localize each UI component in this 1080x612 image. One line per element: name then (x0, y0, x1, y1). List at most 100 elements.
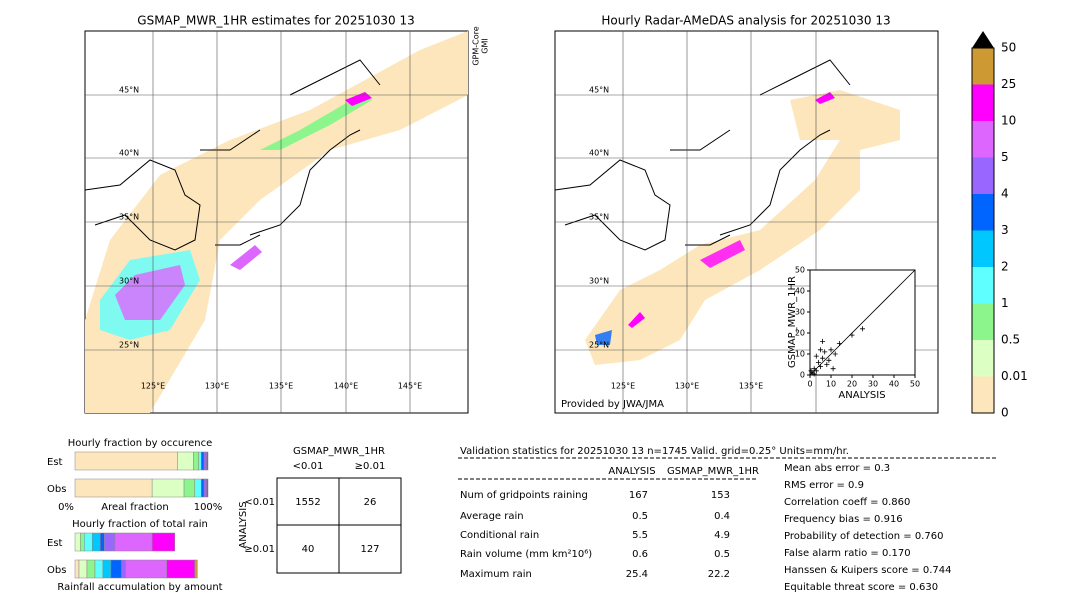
column-label: ≥0.01 (355, 461, 386, 472)
scatter-point (818, 364, 823, 370)
lon-label: 125°E (141, 382, 165, 391)
fraction-bar (86, 559, 96, 579)
stat-value: 0.5 (714, 549, 730, 560)
lon-label: 140°E (334, 382, 358, 391)
colorbar-label: 10 (1001, 114, 1016, 128)
colorbar-segment (972, 48, 994, 85)
scatter-point (809, 370, 815, 376)
map-title: GSMAP_MWR_1HR estimates for 20251030 13 (137, 14, 414, 28)
row-label: Obs (47, 565, 66, 576)
fraction-bar (206, 451, 209, 471)
fraction-bar (183, 478, 195, 498)
scatter-point (832, 351, 838, 357)
fraction-bar (194, 478, 202, 498)
right-map (554, 30, 939, 414)
colorbar-segment (972, 267, 994, 304)
score: Correlation coeff = 0.860 (784, 497, 910, 508)
x-axis-label: ANALYSIS (838, 390, 885, 401)
fraction-bar (74, 559, 80, 579)
colorbar-label: 50 (1001, 41, 1016, 55)
colorbar-segment (972, 157, 994, 194)
lon-label: 125°E (611, 382, 635, 391)
y-tick-label: 0 (800, 371, 805, 380)
stat-value: 167 (629, 490, 648, 501)
stat-value: 5.5 (632, 530, 648, 541)
fraction-bar (198, 451, 202, 471)
fraction-bar (201, 451, 205, 471)
scatter-point (813, 368, 819, 374)
row-label: <0.01 (244, 497, 275, 508)
lat-label: 25°N (119, 341, 139, 350)
table-cell: 26 (364, 497, 377, 508)
scatter-point (820, 355, 826, 361)
fraction-bar (80, 532, 85, 552)
lon-label: 130°E (675, 382, 699, 391)
fraction-bar (74, 532, 81, 552)
colorbar-label: 25 (1001, 77, 1016, 91)
map-title: Hourly Radar-AMeDAS analysis for 2025103… (601, 14, 890, 28)
scatter-point (822, 349, 828, 355)
score: Equitable threat score = 0.630 (784, 582, 938, 593)
scatter-point (824, 362, 830, 367)
column-label: ANALYSIS (608, 466, 655, 477)
x-tick-label: 30 (868, 380, 878, 389)
fraction-bar (193, 451, 199, 471)
column-label: <0.01 (293, 461, 324, 472)
table-cell: 127 (360, 544, 379, 555)
row-label: ≥0.01 (244, 544, 275, 555)
fraction-bar (100, 532, 105, 552)
lat-label: 40°N (589, 149, 609, 158)
colorbar-segment (972, 340, 994, 377)
y-tick-label: 40 (795, 287, 805, 296)
stat-value: 153 (711, 490, 730, 501)
lat-label: 45°N (589, 86, 609, 95)
colorbar-segment (972, 121, 994, 158)
fraction-bar (166, 559, 195, 579)
y-tick-label: 10 (795, 350, 805, 359)
fraction-bar (125, 559, 168, 579)
table-title: GSMAP_MWR_1HR (293, 446, 385, 457)
fraction-bar (203, 478, 207, 498)
y-tick-label: 50 (795, 266, 805, 275)
row-label: Est (47, 538, 63, 549)
stat-label: Conditional rain (460, 530, 539, 541)
stat-label: Rain volume (mm km²10⁶) (460, 549, 592, 560)
stat-value: 0.6 (632, 549, 648, 560)
lon-label: 130°E (205, 382, 229, 391)
fraction-bar (94, 559, 104, 579)
scatter-point (836, 341, 842, 346)
colorbar-label: 2 (1001, 260, 1009, 274)
lat-label: 30°N (119, 277, 139, 286)
scatter-point (811, 366, 817, 372)
colorbar-segment (972, 84, 994, 121)
row-label: Est (47, 457, 63, 468)
x-tick-label: 0 (807, 380, 812, 389)
scatter-point (811, 371, 817, 377)
panel-footer: Rainfall accumulation by amount (57, 582, 222, 593)
panel-title: Hourly fraction by occurence (68, 438, 212, 449)
colorbar-frame (971, 47, 995, 414)
stat-label: Average rain (460, 511, 524, 522)
lat-label: 35°N (119, 213, 139, 222)
stats-header: Validation statistics for 20251030 13 n=… (460, 446, 849, 457)
colorbar-segment (972, 303, 994, 340)
score: Frequency bias = 0.916 (784, 514, 903, 525)
lon-label: 135°E (269, 382, 293, 391)
stat-value: 0.4 (714, 511, 730, 522)
scatter-point (813, 353, 819, 359)
colorbar-segment (972, 194, 994, 231)
sensor-label: GPM-Core (472, 26, 481, 65)
fraction-bar (78, 559, 88, 579)
lat-label: 25°N (589, 341, 609, 350)
score: RMS error = 0.9 (784, 480, 864, 491)
x-tick-label: 40 (889, 380, 899, 389)
table-cell: 1552 (295, 497, 320, 508)
fraction-bar (203, 451, 207, 471)
lon-label: 145°E (398, 382, 422, 391)
fraction-bar (110, 559, 122, 579)
score: Mean abs error = 0.3 (784, 463, 890, 474)
fraction-bar (114, 532, 153, 552)
score: Hanssen & Kuipers score = 0.744 (784, 565, 951, 576)
stat-value: 0.5 (632, 511, 648, 522)
